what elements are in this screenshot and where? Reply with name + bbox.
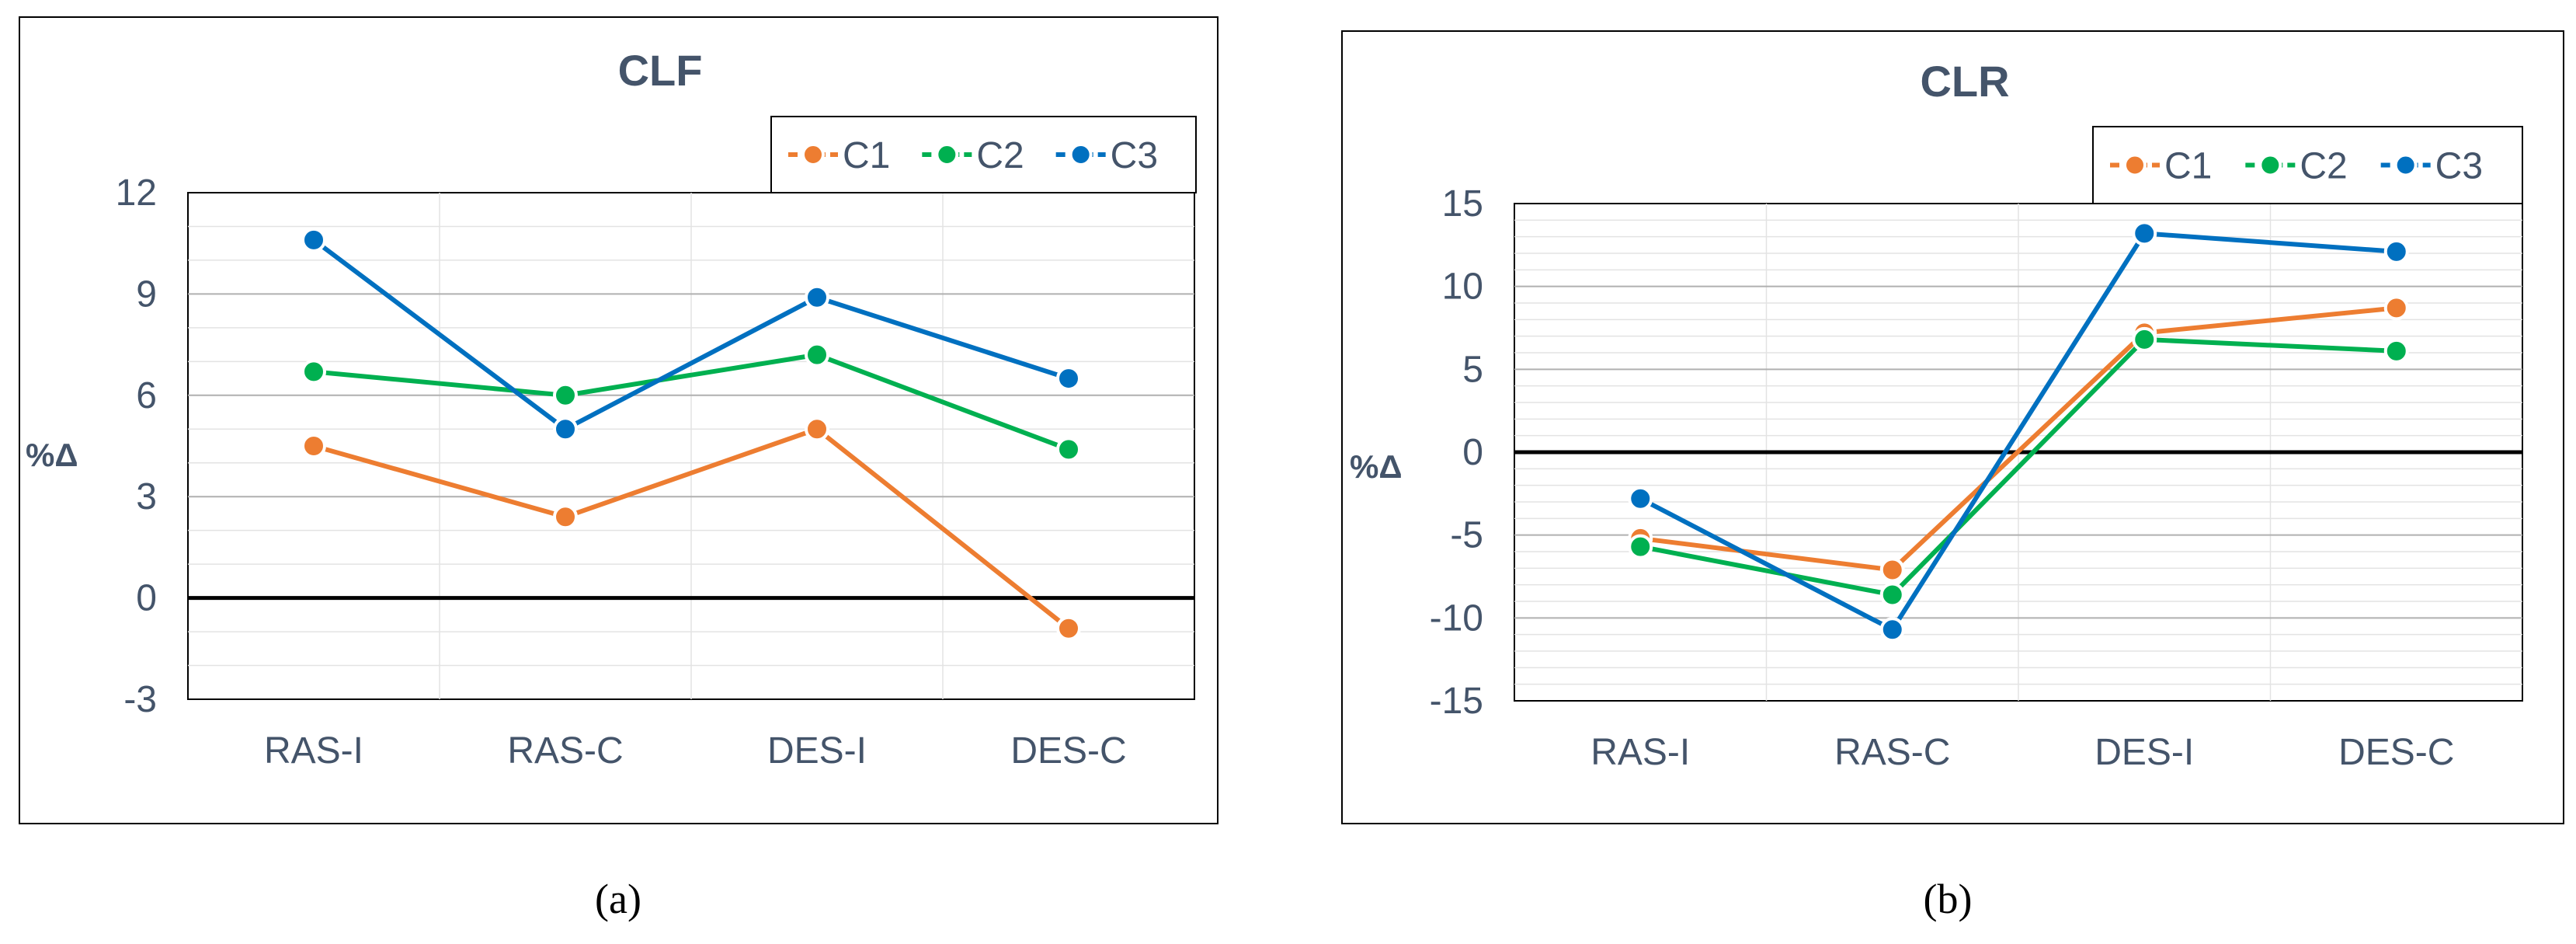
data-point-c2 [1879, 582, 1905, 608]
y-axis-label: %Δ [26, 437, 78, 473]
series-line-c3 [1639, 231, 2397, 632]
legend-label: C3 [2435, 146, 2483, 187]
y-tick-label: 0 [136, 578, 157, 619]
legend-box [770, 116, 1197, 193]
legend-label: C1 [843, 135, 890, 176]
data-point-c1 [1879, 557, 1905, 583]
legend: C1 C2 C3 [770, 116, 1197, 193]
x-tick-label: DES-C [1010, 730, 1126, 772]
legend-marker-c2 [2258, 153, 2282, 177]
y-axis-label: %Δ [1350, 448, 1403, 485]
legend-box [2092, 126, 2523, 204]
x-tick-label: DES-C [2338, 732, 2454, 773]
series-line-c2 [313, 352, 1070, 452]
figure-caption: (a) [595, 876, 641, 922]
y-tick-label: 12 [116, 172, 157, 214]
y-tick-label: -3 [123, 679, 157, 720]
y-tick-label: 15 [1442, 183, 1483, 225]
legend-label: C1 [2164, 146, 2212, 187]
legend-marker-c3 [2393, 153, 2418, 177]
x-tick-label: RAS-I [264, 730, 363, 772]
data-point-c3 [805, 284, 829, 310]
chart-title: CLF [618, 46, 703, 95]
y-tick-label: 10 [1442, 266, 1483, 308]
data-point-c2 [2383, 338, 2409, 364]
data-point-c2 [1056, 437, 1081, 462]
x-tick-label: DES-I [2095, 732, 2194, 773]
data-point-c1 [553, 504, 578, 530]
legend-label: C2 [2300, 146, 2347, 187]
y-tick-label: 9 [136, 273, 157, 315]
series-line-c2 [1639, 336, 2397, 597]
data-point-c1 [301, 434, 326, 458]
data-point-c1 [2383, 295, 2409, 321]
y-tick-label: 5 [1462, 349, 1483, 390]
data-point-c2 [301, 359, 326, 385]
legend-marker-c1 [801, 143, 825, 166]
data-point-c3 [2132, 221, 2157, 246]
data-point-c2 [2132, 326, 2157, 352]
y-tick-label: -5 [1450, 515, 1483, 556]
x-tick-label: DES-I [767, 730, 867, 772]
data-point-c2 [1628, 534, 1653, 559]
data-point-c3 [1056, 366, 1081, 392]
series-line-c3 [312, 238, 1069, 432]
x-tick-label: RAS-C [507, 730, 623, 772]
x-tick-label: RAS-I [1590, 732, 1690, 773]
data-point-c2 [553, 382, 578, 408]
series-line-c1 [1639, 305, 2397, 573]
legend-marker-c2 [935, 143, 959, 166]
chart-title: CLR [1920, 57, 2009, 106]
data-point-c3 [1628, 486, 1653, 511]
data-point-c3 [553, 416, 578, 442]
x-tick-label: RAS-C [1834, 732, 1950, 773]
data-point-c3 [301, 227, 326, 253]
chart-clr: 15 10 5 0 -5 -10 -15 RAS-I RAS-C DES-I DES-C CLR %Δ C… [1341, 30, 2564, 824]
data-point-c3 [1879, 617, 1905, 643]
data-point-c3 [2383, 239, 2409, 264]
y-tick-label: -15 [1430, 681, 1483, 722]
y-tick-label: -10 [1430, 597, 1483, 639]
y-tick-label: 0 [1462, 432, 1483, 473]
data-point-c1 [805, 416, 829, 442]
chart-clf: 12 9 6 3 0 -3 RAS-I RAS-C DES-I DES-C CLF %Δ C1 C2 C3 [19, 16, 1218, 824]
figure-caption: (b) [1924, 876, 1973, 922]
legend-label: C2 [976, 135, 1024, 176]
series-line-c1 [313, 427, 1070, 631]
y-tick-label: 6 [136, 375, 157, 416]
legend-marker-c1 [2123, 153, 2147, 177]
legend: C1 C2 C3 [2092, 126, 2523, 204]
legend-marker-c3 [1069, 143, 1093, 166]
y-tick-label: 3 [136, 476, 157, 517]
data-point-c1 [1056, 615, 1081, 641]
legend-label: C3 [1111, 135, 1158, 176]
data-point-c2 [805, 342, 829, 367]
